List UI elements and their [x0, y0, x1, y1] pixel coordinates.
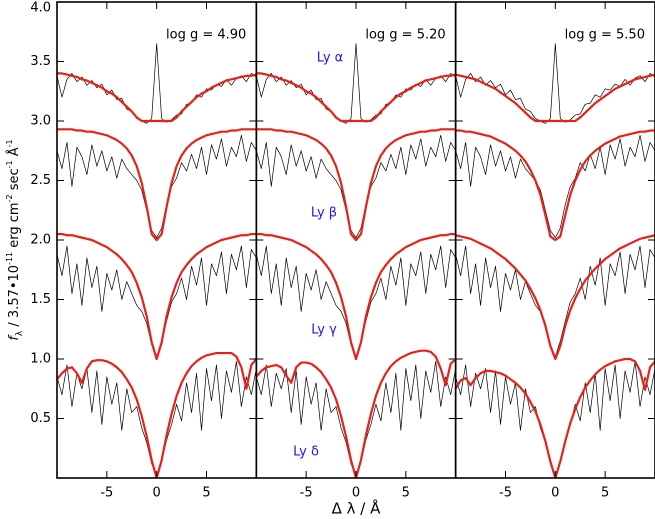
y-tick-label: 2.0: [30, 233, 51, 248]
line-label: Ly γ: [311, 323, 337, 338]
y-tick-label: 2.5: [30, 173, 51, 188]
observed-line: [57, 245, 257, 357]
model-line: [57, 72, 257, 123]
y-label-part: -11: [5, 252, 14, 265]
observed-line: [455, 43, 655, 124]
panel-title: log g = 4.90: [166, 28, 246, 43]
y-label-part: Å: [6, 147, 22, 160]
observed-line: [57, 43, 257, 124]
y-label-part: erg cm: [7, 202, 22, 251]
observed-line: [256, 361, 456, 476]
panel-title: log g = 5.50: [565, 28, 645, 43]
model-line: [256, 349, 456, 478]
x-tick-label: -5: [100, 486, 113, 501]
model-line: [455, 234, 655, 361]
x-tick-label: 0: [551, 486, 559, 501]
x-axis-label: Δ λ / Å: [332, 499, 381, 518]
model-line: [455, 357, 655, 478]
x-tick-label: 5: [402, 486, 410, 501]
model-line: [57, 232, 257, 361]
model-line: [256, 232, 456, 361]
model-line: [455, 129, 655, 242]
y-label-part: -1: [5, 139, 14, 147]
model-line: [256, 72, 456, 123]
model-line: [256, 128, 456, 242]
model-line: [57, 351, 257, 478]
y-tick-label: 3.0: [30, 114, 51, 129]
x-tick-label: 0: [352, 486, 360, 501]
model-line: [455, 73, 655, 123]
model-line: [57, 128, 257, 242]
y-tick-label: 3.5: [30, 54, 51, 69]
panel: [455, 43, 655, 478]
y-label-part: -1: [5, 160, 14, 168]
panel: [256, 43, 456, 478]
observed-line: [256, 134, 456, 238]
x-tick-label: -5: [300, 486, 313, 501]
observed-line: [57, 361, 257, 476]
y-label-part: -2: [5, 194, 14, 202]
x-tick-label: -5: [499, 486, 512, 501]
y-label-part: / 3.57•10: [7, 265, 22, 331]
line-label: Ly δ: [293, 445, 319, 460]
y-tick-label: 1.0: [30, 352, 51, 367]
observed-line: [455, 361, 655, 476]
observed-line: [256, 43, 456, 124]
y-tick-label: 4.0: [30, 1, 51, 16]
observed-line: [455, 134, 655, 238]
observed-line: [256, 245, 456, 357]
y-label-part: f: [7, 334, 22, 341]
y-tick-label: 0.5: [30, 411, 51, 426]
panel-title: log g = 5.20: [365, 28, 445, 43]
x-tick-label: 0: [153, 486, 161, 501]
x-tick-label: 5: [601, 486, 609, 501]
y-label-part: sec: [7, 168, 22, 194]
line-label: Ly β: [311, 206, 337, 221]
observed-line: [57, 134, 257, 238]
y-axis-label: fλ / 3.57•10-11 erg cm-2 sec-1 Å-1: [5, 139, 25, 340]
observed-line: [455, 245, 655, 357]
x-tick-label: 5: [202, 486, 210, 501]
line-label: Ly α: [317, 51, 343, 66]
y-label-part: λ: [15, 330, 25, 336]
panel: [57, 43, 257, 478]
y-tick-label: 1.5: [30, 292, 51, 307]
